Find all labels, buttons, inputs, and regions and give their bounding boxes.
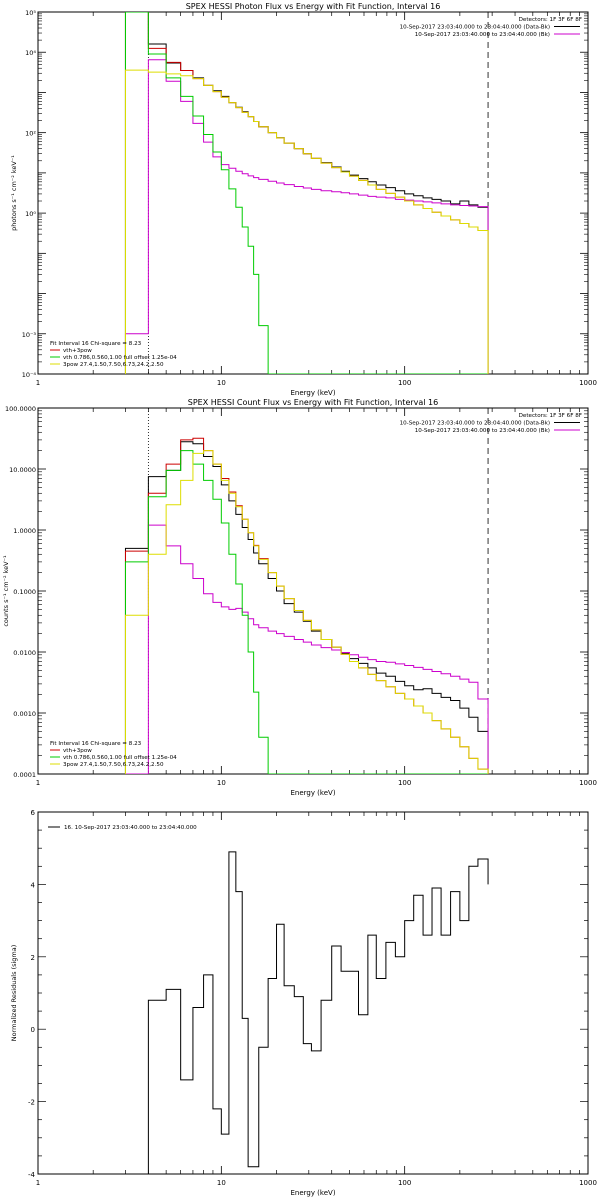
series-line-0	[124, 12, 489, 374]
x-tick-label: 100	[398, 1179, 411, 1187]
legend-top-text: 16. 10-Sep-2017 23:03:40.000 to 23:04:40…	[64, 825, 197, 831]
series-line-4	[124, 450, 489, 774]
y-axis-label: Normalized Residuals (sigma)	[10, 945, 18, 1042]
x-tick-label: 1000	[579, 1179, 597, 1187]
legend-bottom-text: vth 0.786,0.560,1.00 full offset 1.25e-0…	[63, 355, 177, 361]
y-tick-label: 2	[31, 954, 35, 962]
y-tick-label: 1.0000	[13, 527, 36, 535]
series-line-1	[125, 524, 489, 774]
x-tick-label: 10	[217, 379, 226, 387]
y-axis-label: counts s⁻¹ cm⁻² keV⁻¹	[2, 555, 10, 627]
y-tick-label: 10⁻⁴	[22, 371, 37, 379]
plot-frame	[37, 11, 589, 375]
x-tick-label: 100	[398, 779, 411, 787]
series-line-1	[124, 59, 489, 374]
series-line-3	[124, 12, 489, 374]
y-tick-label: -4	[28, 1171, 36, 1179]
legend-bottom-text: vth+3pow	[63, 348, 92, 354]
y-tick-label: 0.1000	[13, 588, 36, 596]
y-tick-label: 10⁻³	[22, 331, 37, 339]
legend-top-text: 10-Sep-2017 23:03:40.000 to 23:04:40.000…	[400, 421, 550, 427]
legend-bottom-text: vth+3pow	[63, 748, 92, 754]
x-tick-label: 100	[398, 379, 411, 387]
residuals-panel: 1 10 100 1000 Energy (keV) -4 -2 0 2 4 6 Normalized…	[10, 809, 597, 1197]
legend-bottom-text: vth 0.786,0.560,1.00 full offset 1.25e-0…	[63, 755, 177, 761]
x-tick-label: 10	[217, 1179, 226, 1187]
series-line-4	[124, 69, 489, 374]
legend-bottom-text: 3pow 27.4,1.50,7.50,6.73,24.2,2.50	[63, 762, 164, 768]
y-tick-label: 10⁰	[25, 210, 36, 218]
y-tick-label: 100.0000	[5, 405, 36, 413]
y-tick-label: 0.0001	[13, 771, 36, 779]
legend-top-text: 10-Sep-2017 23:03:40.000 to 23:04:40.000…	[415, 32, 550, 38]
y-tick-label: -2	[28, 1099, 35, 1107]
count-flux-panel: SPEX HESSI Count Flux vs Energy with Fit…	[2, 398, 597, 797]
x-axis-label: Energy (keV)	[290, 789, 335, 797]
y-tick-label: 10⁵	[25, 9, 36, 17]
y-tick-label: 10²	[25, 130, 36, 138]
y-tick-label: 6	[31, 809, 36, 817]
x-tick-label: 1	[36, 779, 40, 787]
y-tick-label: 10⁴	[25, 49, 36, 57]
y-tick-label: 10.0000	[9, 466, 36, 474]
series-group	[124, 437, 489, 774]
x-tick-label: 1	[36, 379, 40, 387]
chart-title: SPEX HESSI Count Flux vs Energy with Fit…	[188, 398, 439, 407]
series-group	[147, 851, 489, 1174]
series-line-2	[124, 437, 489, 774]
y-tick-label: 0	[31, 1026, 35, 1034]
x-axis-label: Energy (keV)	[290, 1189, 335, 1197]
x-tick-label: 1000	[579, 779, 597, 787]
legend-bottom-text: Fit Interval 16 Chi-square = 8.23	[50, 341, 142, 347]
legend-bottom-text: 3pow 27.4,1.50,7.50,6.73,24.2,2.50	[63, 362, 164, 368]
y-tick-label: 4	[31, 881, 36, 889]
legend-bottom-text: Fit Interval 16 Chi-square = 8.23	[50, 741, 142, 747]
plot-frame	[37, 811, 589, 1175]
plot-frame	[37, 407, 589, 775]
legend-top-text: 10-Sep-2017 23:03:40.000 to 23:04:40.000…	[400, 25, 550, 31]
photon-flux-panel: SPEX HESSI Photon Flux vs Energy with Fi…	[10, 2, 597, 397]
chart-title: SPEX HESSI Photon Flux vs Energy with Fi…	[186, 2, 441, 11]
series-line-3	[124, 450, 489, 774]
y-tick-label: 0.0010	[13, 710, 36, 718]
x-tick-label: 1	[36, 1179, 40, 1187]
series-group	[124, 12, 489, 374]
y-axis-label: photons s⁻¹ cm⁻² keV⁻¹	[10, 155, 18, 231]
x-tick-label: 10	[217, 779, 226, 787]
x-tick-label: 1000	[579, 379, 597, 387]
legend-top-text: 10-Sep-2017 23:03:40.000 to 23:04:40.000…	[415, 428, 550, 434]
legend-top-text: Detectors: 1F 3F 6F 8F	[519, 17, 582, 23]
legend-top-text: Detectors: 1F 3F 6F 8F	[519, 413, 582, 419]
y-tick-label: 0.0100	[13, 649, 36, 657]
series-line-0	[147, 851, 489, 1174]
series-line-2	[124, 12, 489, 374]
x-axis-label: Energy (keV)	[290, 389, 335, 397]
series-line-0	[124, 441, 489, 774]
